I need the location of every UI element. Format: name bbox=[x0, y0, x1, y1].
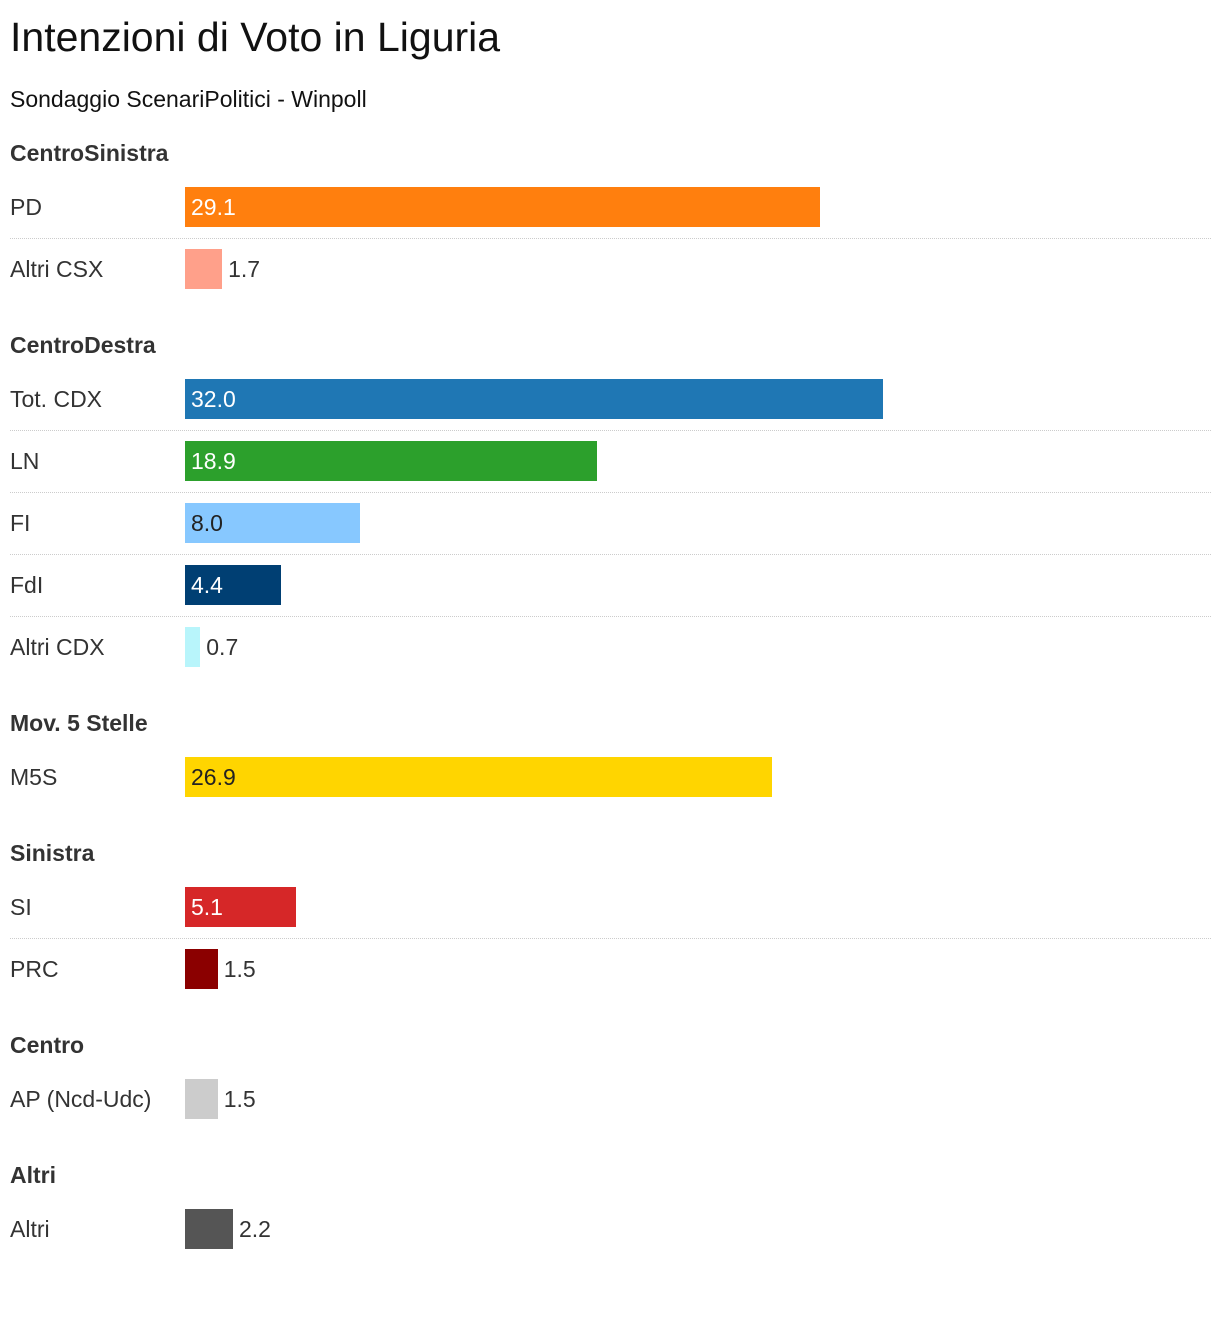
bar-value: 32.0 bbox=[191, 386, 236, 412]
row-divider bbox=[10, 616, 1211, 617]
row-divider bbox=[10, 492, 1211, 493]
bar bbox=[185, 627, 201, 667]
bar-label: AP (Ncd-Udc) bbox=[10, 1086, 152, 1112]
bar-label: Altri bbox=[10, 1216, 50, 1242]
bar bbox=[185, 887, 297, 927]
bar bbox=[185, 565, 281, 605]
bar-value: 0.7 bbox=[206, 634, 239, 660]
bar-value: 1.5 bbox=[223, 1086, 256, 1112]
row-divider bbox=[10, 554, 1211, 555]
bar-label: PD bbox=[10, 194, 42, 220]
bar-value: 1.7 bbox=[228, 256, 261, 282]
bar-label: FdI bbox=[10, 572, 44, 598]
group-label: Altri bbox=[10, 1162, 56, 1188]
bar-value: 29.1 bbox=[191, 194, 236, 220]
row-divider bbox=[10, 238, 1211, 239]
group-label: CentroSinistra bbox=[10, 140, 169, 166]
bar-value: 4.4 bbox=[191, 572, 223, 598]
bar-value: 8.0 bbox=[191, 510, 223, 536]
group-label: CentroDestra bbox=[10, 332, 156, 358]
bar-value: 2.2 bbox=[238, 1216, 271, 1242]
bar-label: FI bbox=[10, 510, 31, 536]
bar bbox=[185, 441, 598, 481]
chart-subtitle: Sondaggio ScenariPolitici - Winpoll bbox=[10, 86, 367, 112]
bar-label: Tot. CDX bbox=[10, 386, 103, 412]
bar-label: PRC bbox=[10, 956, 59, 982]
bar bbox=[185, 379, 883, 419]
bar-value: 18.9 bbox=[191, 448, 236, 474]
bar-value: 1.5 bbox=[223, 956, 256, 982]
bar bbox=[185, 503, 360, 543]
bar bbox=[185, 1079, 218, 1119]
group-label: Centro bbox=[10, 1032, 85, 1058]
group-label: Mov. 5 Stelle bbox=[10, 710, 148, 736]
bar-label: Altri CSX bbox=[10, 256, 104, 282]
bar-label: M5S bbox=[10, 764, 58, 790]
bar bbox=[185, 187, 820, 227]
group-label: Sinistra bbox=[10, 840, 95, 866]
chart-title: Intenzioni di Voto in Liguria bbox=[10, 14, 501, 60]
bar bbox=[185, 949, 218, 989]
row-divider bbox=[10, 430, 1211, 431]
bar-label: SI bbox=[10, 894, 32, 920]
bar-label: Altri CDX bbox=[10, 634, 105, 660]
bar-label: LN bbox=[10, 448, 40, 474]
bar bbox=[185, 249, 223, 289]
bar-value: 26.9 bbox=[191, 764, 236, 790]
row-divider bbox=[10, 938, 1211, 939]
bar bbox=[185, 757, 772, 797]
bar-value: 5.1 bbox=[191, 894, 223, 920]
bar bbox=[185, 1209, 233, 1249]
